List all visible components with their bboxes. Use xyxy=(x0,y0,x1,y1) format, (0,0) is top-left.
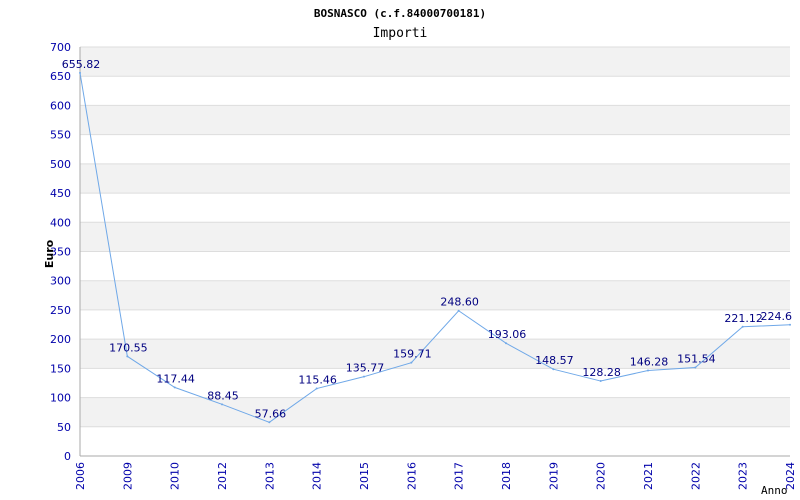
data-label: 193.06 xyxy=(488,328,527,341)
data-label: 115.46 xyxy=(298,374,337,387)
data-point xyxy=(599,380,602,383)
data-point xyxy=(315,387,318,390)
data-label: 88.45 xyxy=(207,389,239,402)
y-tick-label: 0 xyxy=(64,450,71,463)
data-label: 148.57 xyxy=(535,354,574,367)
x-tick-label: 2010 xyxy=(169,462,182,490)
x-tick-label: 2013 xyxy=(263,462,276,490)
plot-band xyxy=(80,105,790,135)
plot-band xyxy=(80,163,790,194)
x-tick-label: 2012 xyxy=(216,462,229,490)
y-tick-label: 700 xyxy=(50,41,71,54)
x-tick-label: 2023 xyxy=(737,462,750,490)
x-tick-label: 2022 xyxy=(689,462,702,490)
x-tick-label: 2006 xyxy=(74,462,87,490)
data-point xyxy=(789,323,791,326)
data-point xyxy=(694,366,697,369)
chart-title: BOSNASCO (c.f.84000700181) xyxy=(314,7,486,20)
x-tick-label: 2019 xyxy=(547,462,560,490)
data-label: 248.60 xyxy=(440,296,479,309)
plot-bands xyxy=(80,47,790,427)
x-tick-label: 2024 xyxy=(784,462,797,490)
y-tick-label: 300 xyxy=(50,275,71,288)
data-point xyxy=(126,355,129,358)
data-label: 170.55 xyxy=(109,341,148,354)
grid-lines xyxy=(80,46,790,457)
series-line xyxy=(79,72,791,423)
data-label: 221.12 xyxy=(724,312,763,325)
y-axis-label: Euro xyxy=(43,239,56,268)
data-point xyxy=(173,386,176,389)
x-tick-label: 2014 xyxy=(311,462,324,490)
data-label: 151.54 xyxy=(677,352,716,365)
series-group xyxy=(79,71,791,424)
x-tick-label: 2016 xyxy=(405,462,418,490)
data-label: 135.77 xyxy=(346,362,385,375)
x-axis-label: Anno xyxy=(761,484,788,497)
data-point xyxy=(741,325,744,328)
data-point xyxy=(647,369,649,372)
data-label: 159.71 xyxy=(393,348,432,361)
y-tick-label: 550 xyxy=(50,129,71,142)
x-tick-label: 2009 xyxy=(121,462,134,490)
x-tick-label: 2020 xyxy=(595,462,608,490)
y-tick-labels: 0 50 100 150 200 250 300 350 400 450 500 550 600 650 7… xyxy=(50,41,71,463)
y-tick-label: 600 xyxy=(50,99,71,112)
plot-band xyxy=(80,222,790,252)
plot-band xyxy=(80,397,790,427)
y-tick-label: 350 xyxy=(50,246,71,259)
y-tick-label: 450 xyxy=(50,187,71,200)
data-point xyxy=(268,421,271,424)
y-tick-label: 200 xyxy=(50,333,71,346)
data-point xyxy=(79,71,81,74)
data-point xyxy=(505,342,507,345)
chart-subtitle: Importi xyxy=(373,26,428,41)
plot-band xyxy=(80,339,790,369)
x-tick-label: 2017 xyxy=(453,462,466,490)
data-label: 655.82 xyxy=(62,58,101,71)
data-label: 224.6 xyxy=(761,310,793,323)
data-labels: 655.82 170.55 117.44 88.45 57.66 115.46 135.77… xyxy=(62,58,792,420)
data-label: 146.28 xyxy=(630,356,669,369)
y-tick-label: 250 xyxy=(50,304,71,317)
y-tick-label: 400 xyxy=(50,216,71,229)
data-point xyxy=(552,368,555,371)
plot-band xyxy=(80,47,790,77)
x-tick-label: 2018 xyxy=(500,462,513,490)
y-tick-label: 50 xyxy=(57,421,71,434)
data-point xyxy=(221,403,223,406)
x-tick-label: 2015 xyxy=(358,462,371,490)
y-tick-label: 500 xyxy=(50,158,71,171)
x-tick-label: 2021 xyxy=(642,462,655,490)
data-point xyxy=(363,375,365,378)
data-point xyxy=(410,361,413,364)
data-label: 117.44 xyxy=(156,372,195,385)
y-tick-label: 100 xyxy=(50,392,71,405)
data-label: 57.66 xyxy=(255,407,287,420)
data-point xyxy=(457,309,460,312)
x-tick-labels: 2006 2009 2010 2012 2013 2014 2015 2016 2017 2018… xyxy=(74,462,797,490)
y-tick-label: 150 xyxy=(50,362,71,375)
y-tick-label: 650 xyxy=(50,70,71,83)
data-label: 128.28 xyxy=(582,366,621,379)
plot-band xyxy=(80,280,790,310)
